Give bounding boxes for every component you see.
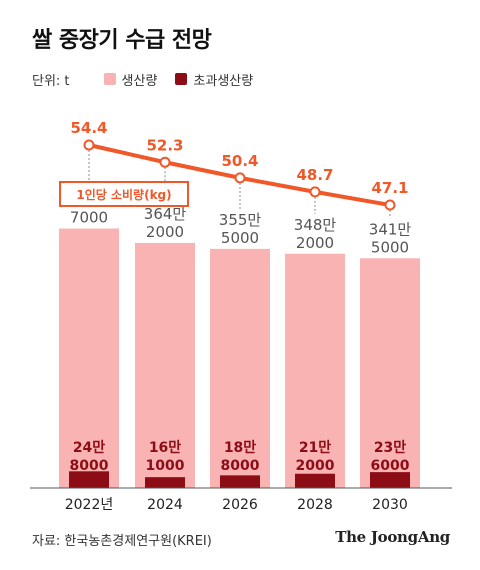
production-label-rest-3: 2000 — [296, 234, 334, 252]
excess-label-rest-3: 2000 — [296, 458, 335, 474]
legend-label-production: 생산량 — [121, 73, 158, 89]
excess-label-man-3: 21만 — [299, 440, 331, 456]
excess-bar-4 — [370, 472, 410, 488]
line-series-tag-box — [59, 181, 189, 207]
production-bar-3 — [285, 253, 345, 488]
excess-label-rest-0: 8000 — [70, 458, 109, 474]
consumption-value-3: 48.7 — [296, 166, 333, 184]
brand-logo: The JoongAng — [335, 528, 450, 546]
consumption-value-0: 54.4 — [70, 119, 107, 137]
consumption-point-0 — [83, 139, 95, 151]
x-tick-label-1: 2024 — [147, 497, 183, 513]
excess-bar-2 — [220, 475, 260, 488]
production-label-rest-4: 5000 — [371, 238, 409, 256]
excess-label-man-0: 24만 — [73, 440, 105, 456]
consumption-value-2: 50.4 — [221, 152, 258, 170]
production-label-man-3: 348만 — [294, 216, 337, 234]
consumption-point-1 — [159, 156, 171, 168]
source-note: 자료: 한국농촌경제연구원(KREI) — [32, 534, 212, 549]
consumption-point-3 — [309, 186, 321, 198]
consumption-point-4 — [384, 199, 396, 211]
excess-label-man-1: 16만 — [149, 440, 181, 456]
production-bar-2 — [210, 248, 270, 488]
excess-label-man-2: 18만 — [224, 440, 256, 456]
production-bar-1 — [135, 242, 195, 488]
x-tick-label-4: 2030 — [372, 497, 408, 513]
legend-item-excess: 초과생산량 — [175, 70, 253, 89]
production-label-rest-0: 7000 — [70, 209, 108, 227]
excess-label-rest-1: 1000 — [146, 458, 185, 474]
production-label-rest-1: 2000 — [146, 223, 184, 241]
production-label-man-2: 355만 — [219, 211, 262, 229]
excess-label-man-4: 23만 — [374, 440, 406, 456]
excess-bar-3 — [295, 473, 335, 488]
legend-label-excess: 초과생산량 — [193, 73, 254, 89]
unit-label: 단위: t — [32, 73, 70, 89]
production-bar-4 — [360, 258, 420, 488]
x-tick-label-0: 2022년 — [65, 497, 114, 513]
legend-swatch-production — [103, 73, 116, 85]
x-tick-label-2: 2026 — [222, 497, 258, 513]
legend-swatch-excess — [175, 73, 188, 85]
excess-label-rest-2: 8000 — [221, 458, 260, 474]
excess-bar-0 — [69, 471, 109, 488]
consumption-value-1: 52.3 — [146, 136, 183, 154]
production-label-man-1: 364만 — [144, 205, 187, 223]
production-label-man-4: 341만 — [369, 220, 412, 238]
x-tick-label-3: 2028 — [297, 497, 333, 513]
consumption-value-4: 47.1 — [371, 179, 408, 197]
production-label-rest-2: 5000 — [221, 229, 259, 247]
chart-title: 쌀 중장기 수급 전망 — [32, 28, 212, 53]
consumption-point-2 — [234, 172, 246, 184]
legend-item-production: 생산량 — [103, 70, 158, 89]
legend: 단위: t 생산량 초과생산량 — [32, 70, 271, 89]
production-bar-0 — [59, 228, 119, 488]
excess-label-rest-4: 6000 — [371, 458, 410, 474]
excess-bar-1 — [145, 477, 185, 488]
line-series-tag: 1인당 소비량(kg) — [76, 187, 171, 202]
